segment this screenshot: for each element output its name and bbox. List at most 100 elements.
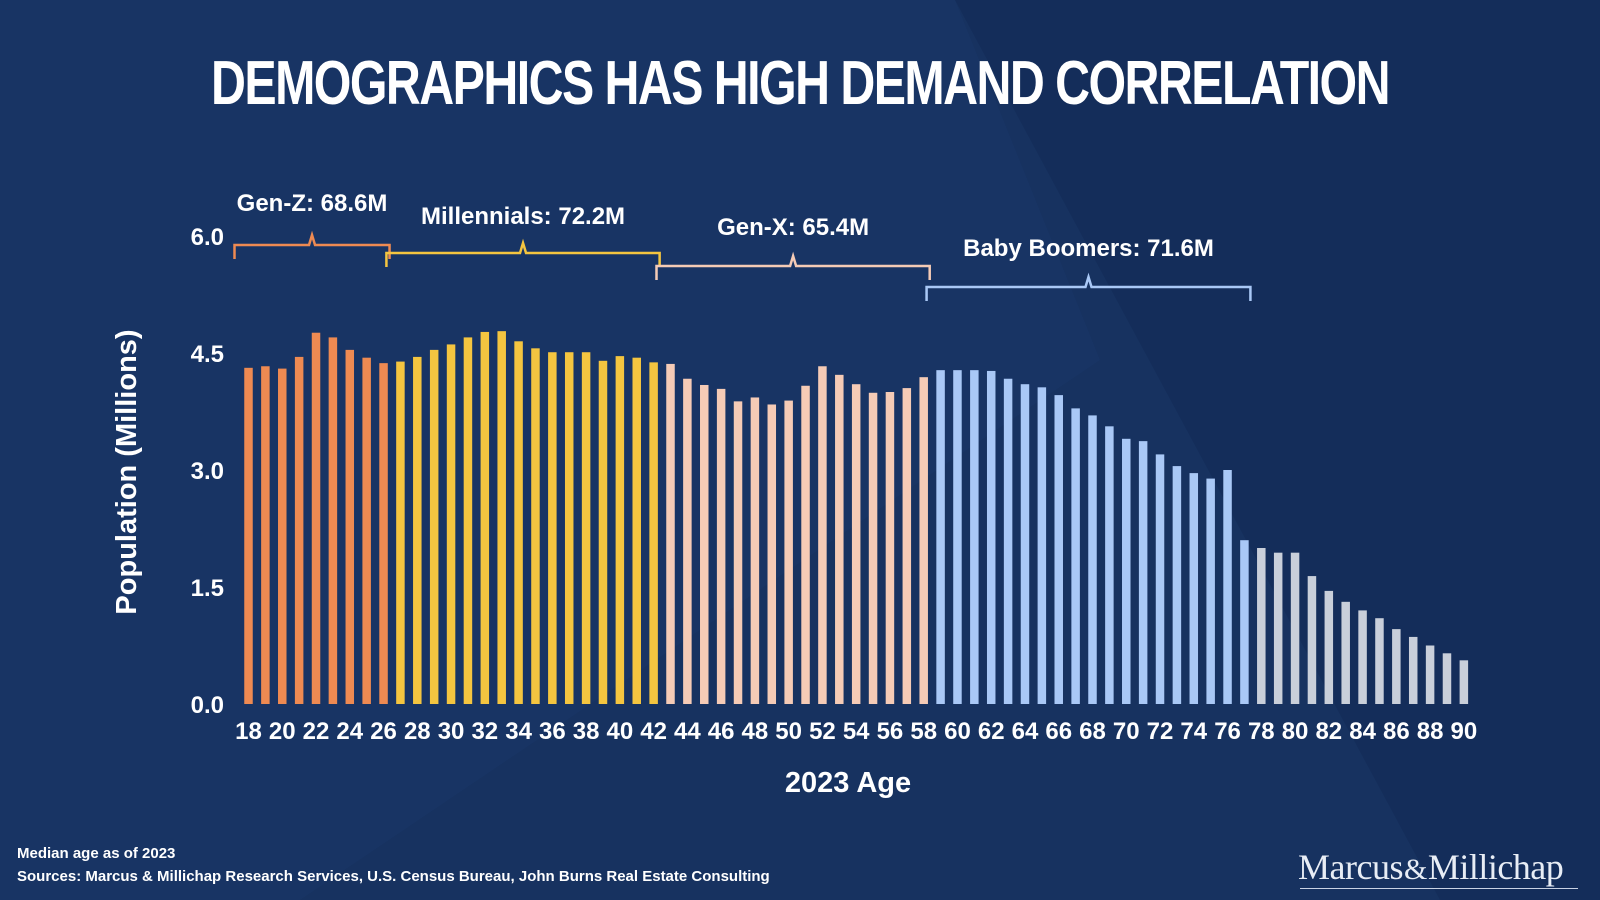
bar-age-37 [564, 352, 574, 704]
bar-age-31 [463, 337, 473, 704]
x-tick-label: 42 [640, 718, 667, 745]
bar-age-63 [1003, 378, 1013, 704]
x-tick-label: 48 [742, 718, 769, 745]
bar-age-67 [1071, 408, 1080, 704]
bar-age-28 [413, 356, 422, 704]
bar-age-46 [716, 388, 726, 704]
x-tick-label: 30 [438, 718, 465, 745]
x-tick-label: 82 [1315, 718, 1342, 745]
x-tick-label: 34 [505, 718, 532, 745]
x-tick-label: 78 [1248, 718, 1275, 745]
bar-age-44 [683, 378, 692, 704]
footnote: Median age as of 2023 Sources: Marcus & … [17, 842, 770, 888]
bars [244, 331, 1469, 704]
bar-age-76 [1223, 470, 1232, 704]
bar-age-26 [379, 363, 388, 704]
x-tick-label: 28 [404, 718, 431, 745]
bar-age-74 [1189, 473, 1199, 704]
x-tick-label: 24 [336, 718, 363, 745]
x-tick-label: 90 [1451, 718, 1478, 745]
bar-age-90 [1459, 660, 1469, 704]
bar-age-56 [885, 392, 895, 704]
x-tick-label: 80 [1282, 718, 1309, 745]
x-tick-label: 86 [1383, 718, 1410, 745]
generation-label: Baby Boomers: 71.6M [963, 235, 1214, 262]
bar-age-65 [1037, 387, 1047, 704]
x-tick-label: 66 [1045, 718, 1072, 745]
x-tick-label: 72 [1147, 718, 1174, 745]
generation-label: Millennials: 72.2M [421, 203, 625, 230]
x-tick-label: 68 [1079, 718, 1106, 745]
bar-age-81 [1307, 576, 1317, 704]
bar-age-68 [1088, 415, 1097, 704]
x-tick-label: 36 [539, 718, 566, 745]
x-tick-label: 46 [708, 718, 735, 745]
bar-age-29 [429, 349, 439, 704]
bar-age-77 [1240, 540, 1249, 704]
x-tick-label: 54 [843, 718, 870, 745]
x-tick-label: 62 [978, 718, 1005, 745]
bar-age-41 [632, 357, 641, 704]
bar-age-35 [531, 348, 540, 704]
generation-brackets: Gen-Z: 68.6M Millennials: 72.2M Gen-X: 65.… [233, 190, 1252, 301]
x-tick-label: 40 [607, 718, 634, 745]
bar-age-55 [868, 392, 878, 704]
bar-age-22 [311, 332, 321, 704]
bar-age-59 [936, 370, 945, 704]
bar-age-47 [733, 401, 743, 704]
bar-age-49 [767, 404, 777, 704]
bar-age-85 [1375, 618, 1384, 704]
bar-age-43 [666, 363, 675, 704]
bar-age-61 [970, 370, 979, 704]
bar-age-80 [1290, 552, 1300, 704]
generation-label: Gen-X: 65.4M [717, 214, 869, 241]
bar-age-66 [1054, 395, 1063, 704]
bar-age-40 [615, 356, 625, 704]
bar-age-24 [345, 349, 355, 704]
bracket-gen-z [233, 230, 391, 259]
bar-age-83 [1341, 601, 1350, 704]
x-tick-label: 50 [775, 718, 802, 745]
company-logo: Marcus&Millichap [1298, 846, 1580, 888]
x-tick-label: 74 [1180, 718, 1207, 745]
bar-age-25 [362, 357, 371, 704]
bar-age-52 [818, 366, 827, 704]
x-axis: 18 20 22 24 26 28 30 32 34 36 38 40 42 44 46 48 50 52 54 56… [235, 718, 1477, 745]
bar-age-70 [1122, 438, 1131, 704]
x-tick-label: 76 [1214, 718, 1241, 745]
y-tick-label: 6.0 [191, 224, 224, 251]
x-tick-label: 22 [303, 718, 330, 745]
x-axis-title: 2023 Age [785, 767, 911, 799]
bar-age-87 [1408, 636, 1418, 704]
bar-age-86 [1392, 629, 1401, 704]
y-axis: 0.0 1.5 3.0 4.5 6.0 [191, 224, 224, 719]
x-tick-label: 20 [269, 718, 296, 745]
bar-age-50 [784, 400, 793, 704]
bracket-gen-x [655, 251, 931, 280]
x-tick-label: 70 [1113, 718, 1140, 745]
x-tick-label: 18 [235, 718, 262, 745]
bar-age-42 [649, 362, 658, 704]
logo-text-left: Marcus [1298, 847, 1403, 887]
x-tick-label: 84 [1349, 718, 1376, 745]
page-title: DEMOGRAPHICS HAS HIGH DEMAND CORRELATION [211, 49, 1391, 118]
bar-age-38 [581, 352, 591, 704]
x-tick-label: 60 [944, 718, 971, 745]
bar-age-30 [446, 344, 456, 704]
bar-age-54 [851, 384, 861, 704]
bar-age-88 [1425, 645, 1435, 704]
bar-age-78 [1257, 548, 1266, 704]
footnote-sources: Sources: Marcus & Millichap Research Ser… [17, 868, 770, 885]
bar-age-45 [700, 384, 709, 704]
bar-age-58 [919, 377, 928, 704]
x-tick-label: 58 [910, 718, 937, 745]
y-tick-label: 3.0 [191, 458, 224, 485]
bar-age-75 [1206, 478, 1215, 704]
y-tick-label: 4.5 [191, 341, 224, 368]
bar-age-60 [953, 370, 962, 704]
bar-age-39 [598, 360, 608, 704]
y-axis-title: Population (Millions) [111, 329, 143, 614]
logo-ampersand: & [1403, 853, 1427, 886]
x-tick-label: 52 [809, 718, 836, 745]
